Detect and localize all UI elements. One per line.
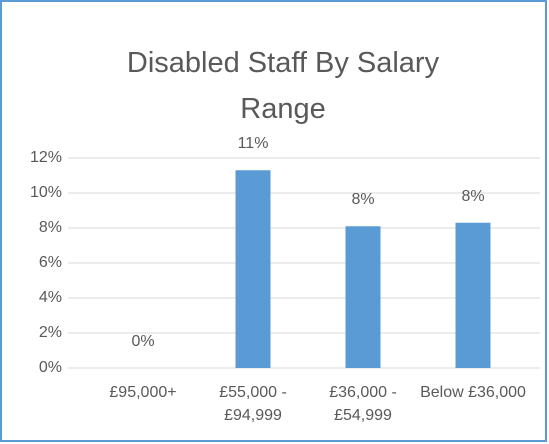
- bar: [455, 222, 491, 368]
- x-tick-label: Below £36,000: [420, 384, 526, 401]
- y-tick-label: 10%: [29, 184, 62, 201]
- data-label: 8%: [461, 187, 485, 205]
- y-tick-label: 2%: [38, 324, 62, 341]
- data-label: 0%: [131, 333, 155, 350]
- data-label: 11%: [237, 135, 269, 153]
- y-tick-label: 8%: [38, 219, 62, 236]
- chart-title: Disabled Staff By Salary Range: [126, 47, 440, 125]
- bar: [235, 170, 271, 368]
- y-tick-label: 6%: [38, 254, 62, 271]
- y-tick-label: 12%: [29, 149, 62, 166]
- y-tick-label: 0%: [38, 359, 62, 376]
- x-tick-label: £55,000 - £94,999: [219, 384, 287, 424]
- x-tick-label: £95,000+: [109, 384, 177, 401]
- x-tick-label: £36,000 - £54,999: [329, 384, 397, 424]
- data-label: 8%: [351, 191, 375, 209]
- y-tick-label: 4%: [38, 289, 62, 306]
- bar: [345, 226, 381, 368]
